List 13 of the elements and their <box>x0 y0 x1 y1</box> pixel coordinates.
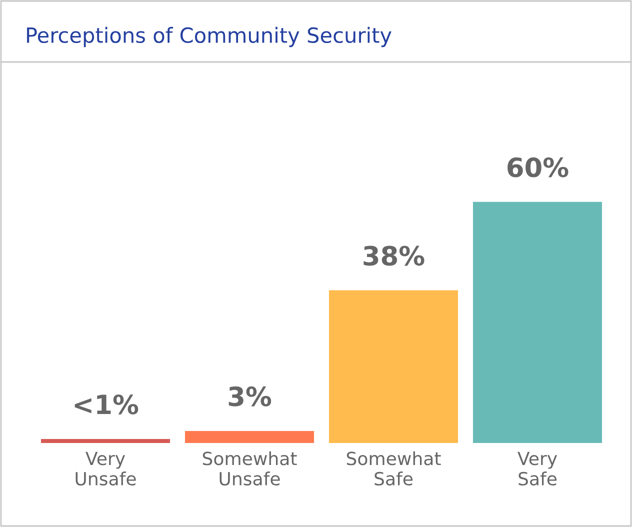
x-tick-label: Somewhat Safe <box>346 451 441 486</box>
bar <box>184 430 314 443</box>
data-label: 3% <box>228 386 272 406</box>
bar <box>40 438 170 443</box>
x-tick-label: Somewhat Unsafe <box>202 451 297 486</box>
data-label: 60% <box>508 157 568 178</box>
data-label: 38% <box>364 246 424 266</box>
x-tick-label: Very Unsafe <box>76 452 136 486</box>
x-tick-label: Very Safe <box>518 452 558 486</box>
bar <box>472 202 602 443</box>
data-label: <1% <box>74 394 138 414</box>
bar <box>328 290 458 443</box>
chart-title: Perceptions of Community Security <box>27 26 392 48</box>
